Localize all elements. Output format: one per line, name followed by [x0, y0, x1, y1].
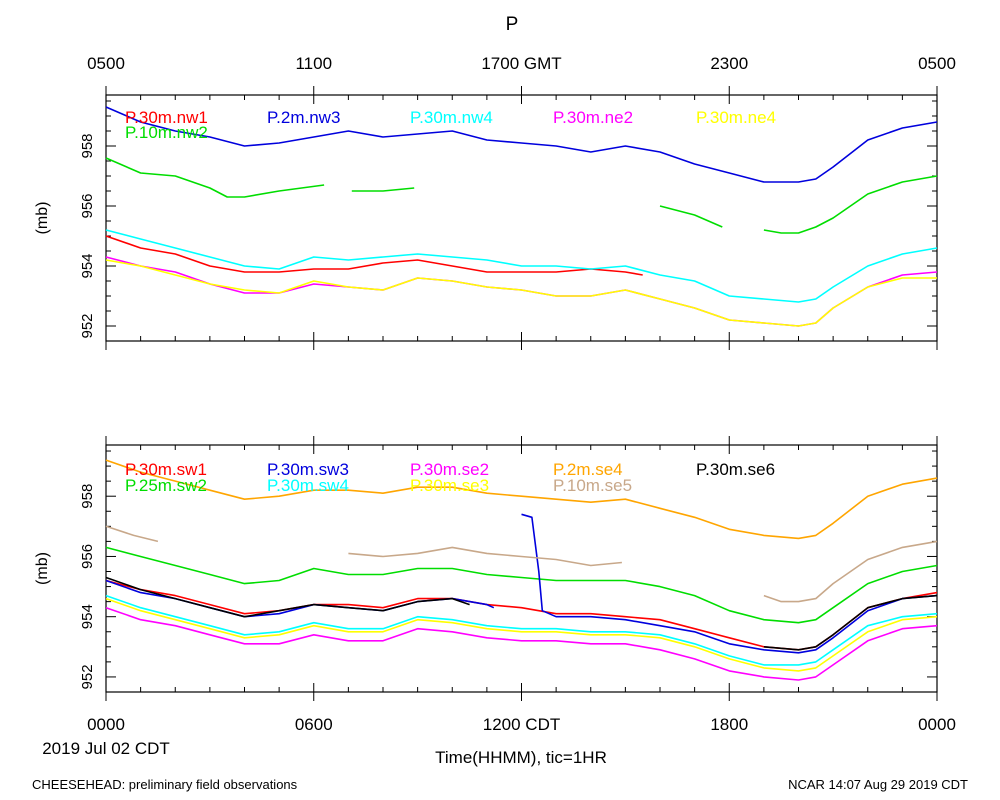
- bottom-axis-label: 1800: [710, 715, 748, 734]
- bottom-axis-label: 1200 CDT: [483, 715, 560, 734]
- legend-P.30m.se3: P.30m.se3: [410, 476, 489, 495]
- series-line-P.10m.nw2: [659, 205, 723, 228]
- legend-P.30m.nw4: P.30m.nw4: [410, 108, 493, 127]
- series-line-P.10m.se5: [348, 546, 622, 567]
- bottom-ytick-label: 958: [79, 484, 96, 509]
- legend-P.2m.nw3: P.2m.nw3: [267, 108, 340, 127]
- top-axis-label: 0500: [918, 54, 956, 73]
- bottom-ytick-label: 954: [79, 604, 96, 629]
- series-line-P.10m.nw2: [763, 175, 938, 234]
- series-line-P.25m.sw2: [105, 546, 938, 624]
- series-line-P.30m.sw3: [521, 513, 938, 654]
- top-gmt-axis: 0500 1100 1700 GMT 2300 0500: [87, 54, 956, 73]
- top-axis-label: 1100: [295, 54, 332, 73]
- legend-P.30m.sw4: P.30m.sw4: [267, 476, 349, 495]
- x-axis-label: Time(HHMM), tic=1HR: [435, 748, 607, 767]
- footer-left: CHEESEHEAD: preliminary field observatio…: [32, 777, 298, 792]
- series-line-P.2m.se4: [105, 459, 938, 540]
- series-line-P.30m.se3: [105, 597, 938, 672]
- series-line-P.30m.ne2: [105, 256, 938, 327]
- series-line-P.10m.nw2: [351, 187, 415, 192]
- bottom-y-axis-label: (mb): [34, 552, 51, 585]
- series-line-P.10m.se5: [763, 540, 938, 603]
- footer-right: NCAR 14:07 Aug 29 2019 CDT: [788, 777, 968, 792]
- bottom-axis-label: 0000: [918, 715, 956, 734]
- top-y-axis-label: (mb): [34, 202, 51, 235]
- top-ytick-label: 954: [79, 253, 96, 278]
- top-axis-label: 1700 GMT: [481, 54, 561, 73]
- legend-P.10m.se5: P.10m.se5: [553, 476, 632, 495]
- bottom-ytick-label: 952: [79, 664, 96, 689]
- top-axis-label: 0500: [87, 54, 125, 73]
- series-line-P.10m.se5: [105, 525, 159, 543]
- series-line-P.30m.se2: [105, 606, 938, 681]
- series-line-P.30m.se6: [763, 594, 938, 651]
- bottom-ytick-label: 956: [79, 544, 96, 569]
- legend-P.30m.ne4: P.30m.ne4: [696, 108, 776, 127]
- chart-title: P: [506, 14, 519, 35]
- top-ytick-label: 956: [79, 193, 96, 218]
- legend-P.30m.sw3: P.30m.sw3: [267, 460, 349, 479]
- legend-P.30m.sw1: P.30m.sw1: [125, 460, 207, 479]
- series-line-P.30m.nw4: [105, 229, 938, 303]
- series-line-P.10m.nw2: [105, 157, 325, 198]
- bottom-axis-label: 0000: [87, 715, 125, 734]
- bottom-plot-frame: [105, 444, 938, 693]
- top-axis-label: 2300: [710, 54, 748, 73]
- bottom-cdt-axis: 0000 0600 1200 CDT 1800 0000: [87, 715, 956, 734]
- series-line-P.30m.nw1: [105, 235, 643, 276]
- legend-P.30m.se2: P.30m.se2: [410, 460, 489, 479]
- top-ytick-label: 952: [79, 313, 96, 338]
- date-label: 2019 Jul 02 CDT: [42, 739, 170, 758]
- legend-P.10m.nw2: P.10m.nw2: [125, 123, 208, 142]
- legend-P.25m.sw2: P.25m.sw2: [125, 476, 207, 495]
- legend-P.30m.se6: P.30m.se6: [696, 460, 775, 479]
- legend-P.30m.ne2: P.30m.ne2: [553, 108, 633, 127]
- series-line-P.30m.se6: [105, 576, 470, 618]
- top-plot-frame: [105, 94, 938, 342]
- top-ytick-label: 958: [79, 133, 96, 158]
- legend-P.30m.nw1: P.30m.nw1: [125, 108, 208, 127]
- series-line-P.30m.ne4: [105, 259, 937, 327]
- bottom-axis-label: 0600: [295, 715, 333, 734]
- legend-P.2m.se4: P.2m.se4: [553, 460, 623, 479]
- series-line-P.2m.nw3: [105, 106, 938, 183]
- series-line-P.30m.sw4: [105, 594, 938, 666]
